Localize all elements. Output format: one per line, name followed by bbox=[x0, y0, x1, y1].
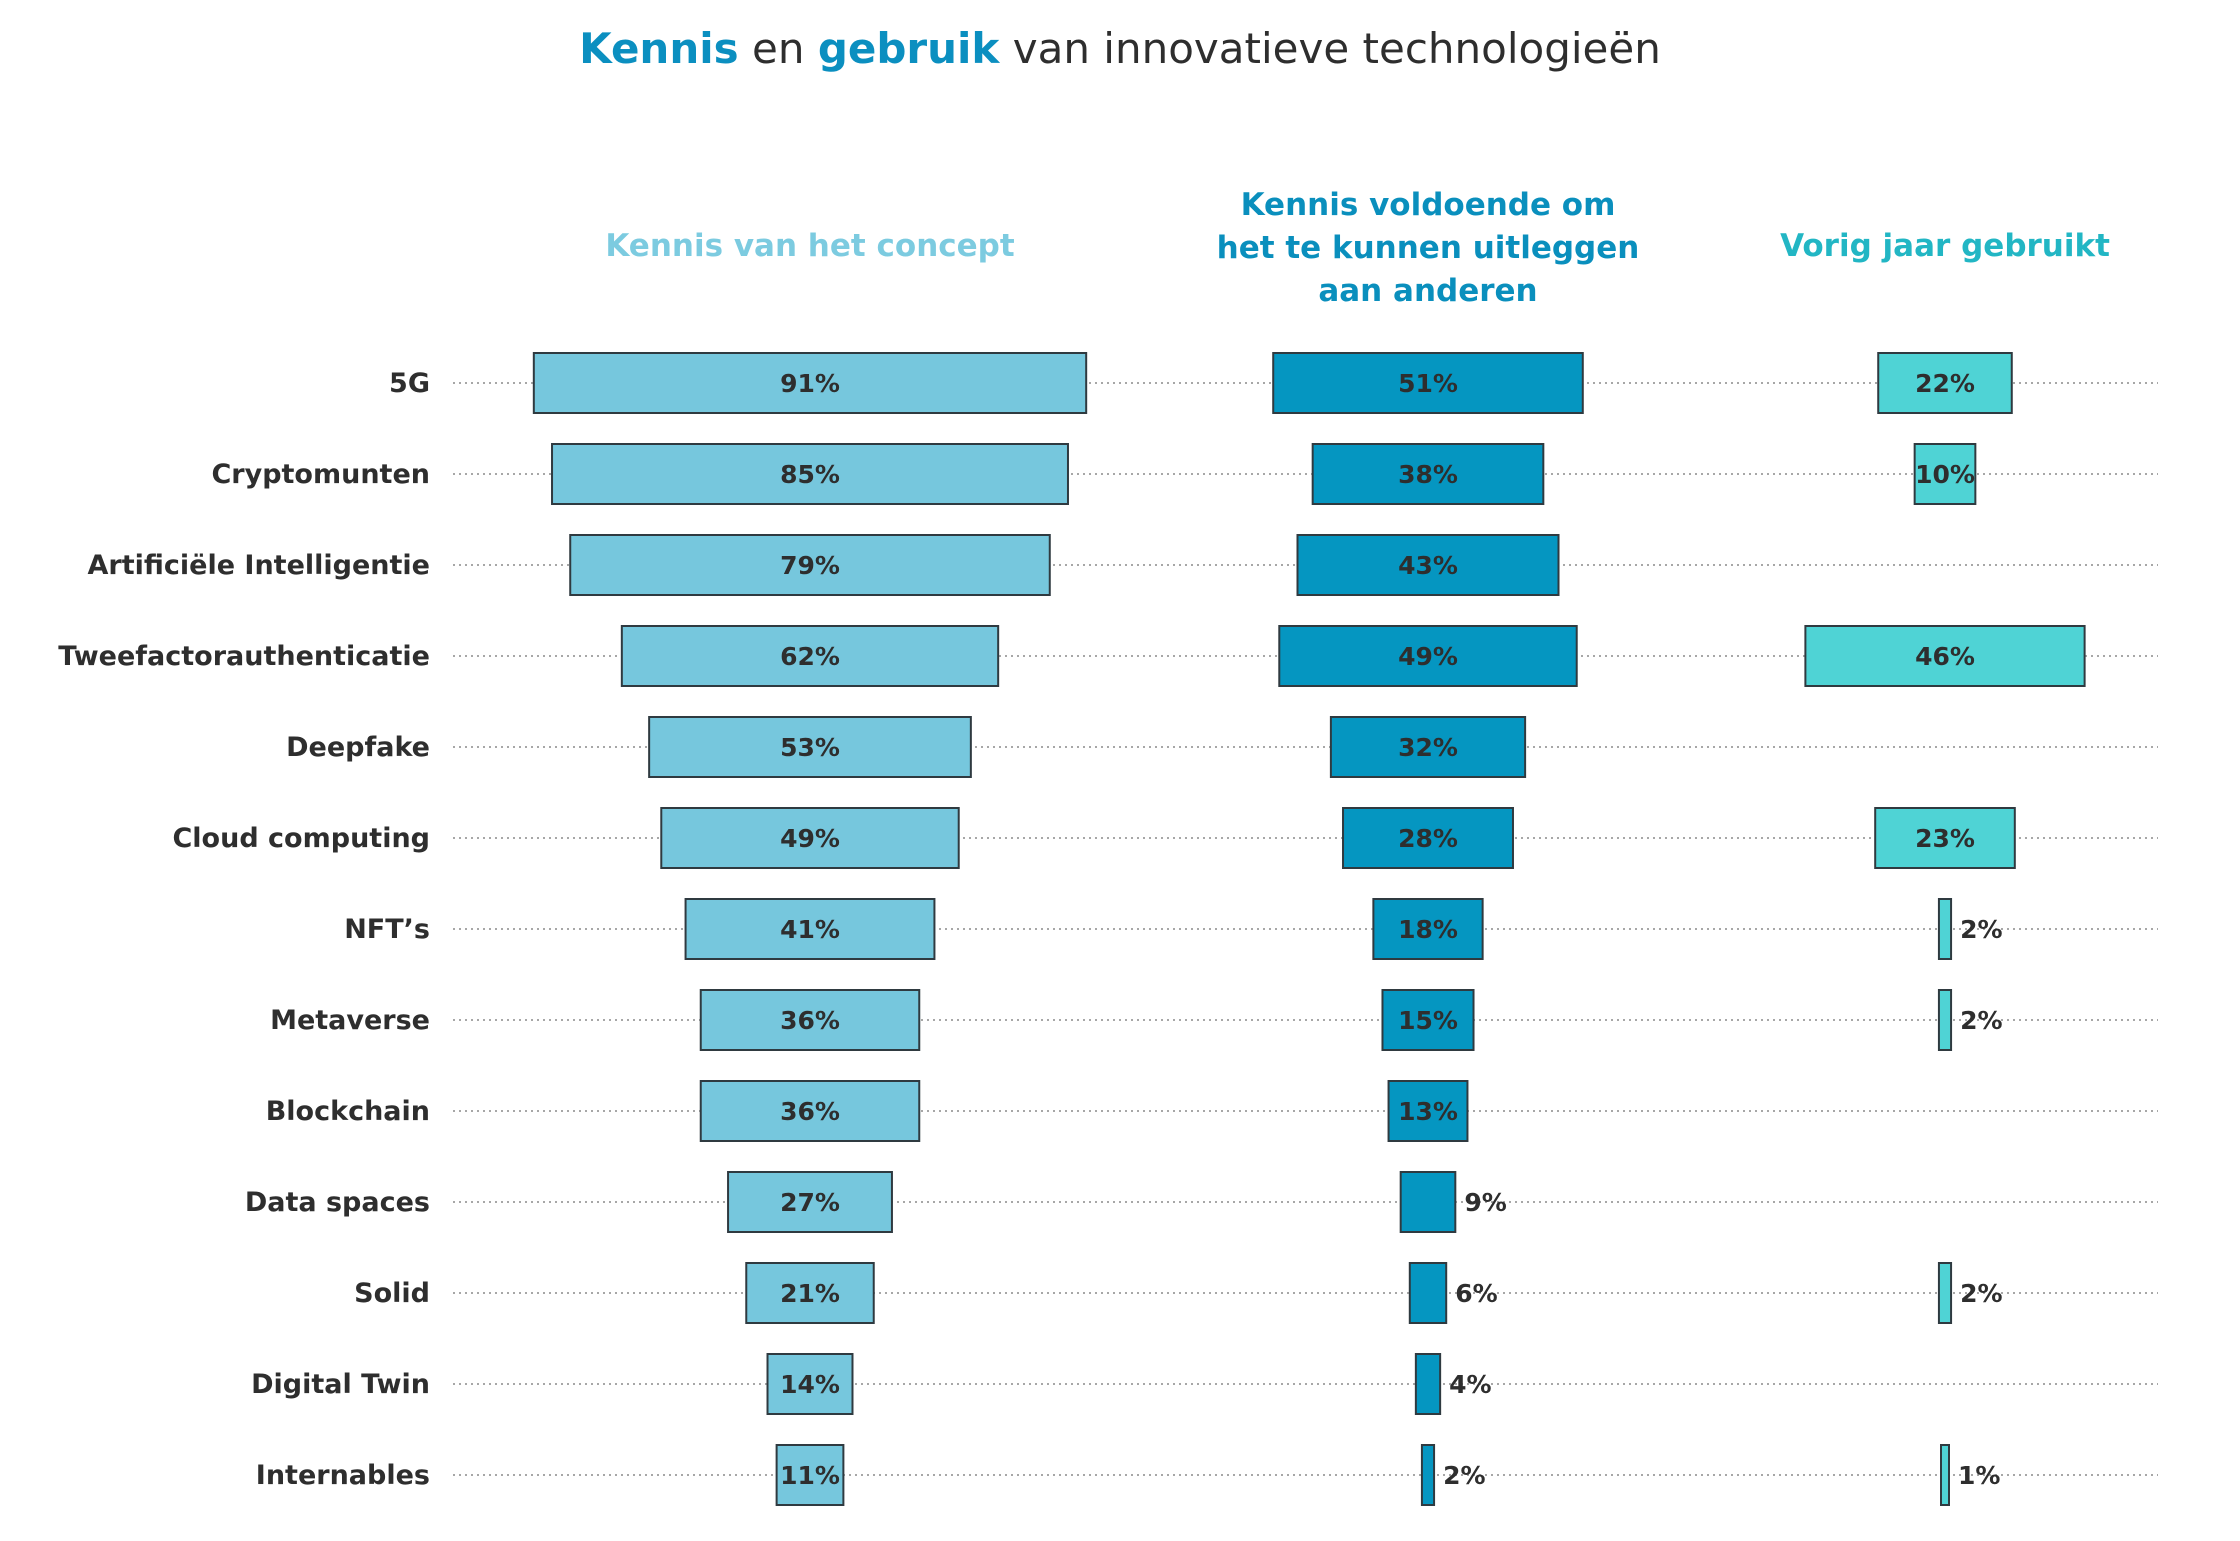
bar-series-2 bbox=[1408, 1262, 1448, 1324]
bar-series-1 bbox=[745, 1262, 875, 1324]
column-header-2-line: het te kunnen uitleggen bbox=[1217, 230, 1640, 266]
bar-series-3 bbox=[1874, 807, 2016, 869]
data-label: 49% bbox=[780, 824, 840, 853]
category-label: Digital Twin bbox=[251, 1369, 430, 1400]
category-label: Data spaces bbox=[245, 1187, 430, 1218]
data-label: 23% bbox=[1915, 824, 1975, 853]
bar-series-1 bbox=[620, 625, 1000, 687]
column-header-1-line: Kennis van het concept bbox=[605, 228, 1015, 264]
category-label: 5G bbox=[389, 368, 430, 399]
data-label: 2% bbox=[1443, 1461, 1485, 1490]
data-label: 43% bbox=[1398, 551, 1458, 580]
bar-series-3 bbox=[1804, 625, 2086, 687]
data-label: 62% bbox=[780, 642, 840, 671]
bar-series-1 bbox=[660, 807, 960, 869]
category-label: Blockchain bbox=[266, 1096, 430, 1127]
column-header-3: Vorig jaar gebruikt bbox=[1780, 228, 2110, 264]
data-label: 10% bbox=[1915, 460, 1975, 489]
data-label: 4% bbox=[1449, 1370, 1491, 1399]
bar-series-1 bbox=[648, 716, 972, 778]
bar-series-1 bbox=[532, 352, 1088, 414]
data-label: 27% bbox=[780, 1188, 840, 1217]
bar-series-2 bbox=[1372, 898, 1484, 960]
category-label: Tweefactorauthenticatie bbox=[58, 641, 430, 672]
chart-title: Kennis en gebruik van innovatieve techno… bbox=[579, 24, 1661, 73]
data-label: 6% bbox=[1455, 1279, 1497, 1308]
category-labels: 5G Cryptomunten Artificiële Intelligentie T… bbox=[58, 368, 430, 1491]
bar-series-2 bbox=[1381, 989, 1475, 1051]
data-label: 53% bbox=[780, 733, 840, 762]
data-labels: 91% 51% 22% 85% 38% 10% 79% 43% 62% 49% 46% 53% 32% 4… bbox=[780, 369, 2002, 1490]
bar-series-2 bbox=[1296, 534, 1560, 596]
bar-series-3 bbox=[1877, 352, 2013, 414]
data-label: 13% bbox=[1398, 1097, 1458, 1126]
data-label: 85% bbox=[780, 460, 840, 489]
data-label: 79% bbox=[780, 551, 840, 580]
bar-series-3 bbox=[1937, 898, 1953, 960]
chart-title-part3: gebruik bbox=[818, 24, 1001, 73]
bar-series-1 bbox=[699, 989, 921, 1051]
data-label: 28% bbox=[1398, 824, 1458, 853]
data-label: 1% bbox=[1958, 1461, 2000, 1490]
bar-series-2 bbox=[1329, 716, 1527, 778]
data-label: 36% bbox=[780, 1006, 840, 1035]
data-label: 18% bbox=[1398, 915, 1458, 944]
column-header-2-line: aan anderen bbox=[1318, 273, 1537, 309]
column-header-3-line: Vorig jaar gebruikt bbox=[1780, 228, 2110, 264]
bar-series-1 bbox=[569, 534, 1051, 596]
bar-series-2 bbox=[1278, 625, 1578, 687]
data-label: 46% bbox=[1915, 642, 1975, 671]
bar-series-2 bbox=[1311, 443, 1545, 505]
data-label: 2% bbox=[1960, 1279, 2002, 1308]
data-label: 41% bbox=[780, 915, 840, 944]
chart-title-part4: van innovatieve technologieën bbox=[999, 24, 1660, 73]
bar-series-2 bbox=[1342, 807, 1514, 869]
bar-series-2 bbox=[1414, 1353, 1442, 1415]
bar-series-1 bbox=[699, 1080, 921, 1142]
bar-series-3 bbox=[1937, 1262, 1953, 1324]
data-label: 38% bbox=[1398, 460, 1458, 489]
column-headers: Kennis van het concept Kennis voldoende o… bbox=[605, 187, 2110, 309]
data-label: 22% bbox=[1915, 369, 1975, 398]
data-label: 91% bbox=[780, 369, 840, 398]
category-label: NFT’s bbox=[344, 914, 430, 945]
data-label: 9% bbox=[1464, 1188, 1506, 1217]
data-label: 51% bbox=[1398, 369, 1458, 398]
column-header-1: Kennis van het concept bbox=[605, 228, 1015, 264]
bar-series-1 bbox=[766, 1353, 854, 1415]
bar-series-2 bbox=[1399, 1171, 1457, 1233]
data-label: 32% bbox=[1398, 733, 1458, 762]
category-label: Cryptomunten bbox=[211, 459, 430, 490]
data-label: 21% bbox=[780, 1279, 840, 1308]
bars bbox=[532, 352, 2086, 1506]
bar-series-3 bbox=[1937, 989, 1953, 1051]
chart-title-part2: en bbox=[739, 24, 818, 73]
category-label: Artificiële Intelligentie bbox=[87, 550, 430, 581]
data-label: 49% bbox=[1398, 642, 1458, 671]
bar-series-1 bbox=[775, 1444, 845, 1506]
category-label: Metaverse bbox=[270, 1005, 430, 1036]
bar-series-2 bbox=[1387, 1080, 1469, 1142]
chart-title-part1: Kennis bbox=[579, 24, 739, 73]
bar-series-2 bbox=[1272, 352, 1584, 414]
bar-series-1 bbox=[727, 1171, 893, 1233]
bar-series-3 bbox=[1940, 1444, 1950, 1506]
bar-series-3 bbox=[1913, 443, 1977, 505]
bar-series-1 bbox=[684, 898, 936, 960]
column-header-2: Kennis voldoende om het te kunnen uitlegg… bbox=[1217, 187, 1640, 309]
category-label: Solid bbox=[354, 1278, 430, 1309]
data-label: 36% bbox=[780, 1097, 840, 1126]
bar-series-1 bbox=[551, 443, 1069, 505]
bar-series-2 bbox=[1420, 1444, 1436, 1506]
data-label: 14% bbox=[780, 1370, 840, 1399]
column-header-2-line: Kennis voldoende om bbox=[1241, 187, 1616, 223]
category-label: Internables bbox=[256, 1460, 430, 1491]
data-label: 15% bbox=[1398, 1006, 1458, 1035]
data-label: 2% bbox=[1960, 915, 2002, 944]
category-label: Cloud computing bbox=[172, 823, 430, 854]
data-label: 11% bbox=[780, 1461, 840, 1490]
category-label: Deepfake bbox=[286, 732, 430, 763]
data-label: 2% bbox=[1960, 1006, 2002, 1035]
